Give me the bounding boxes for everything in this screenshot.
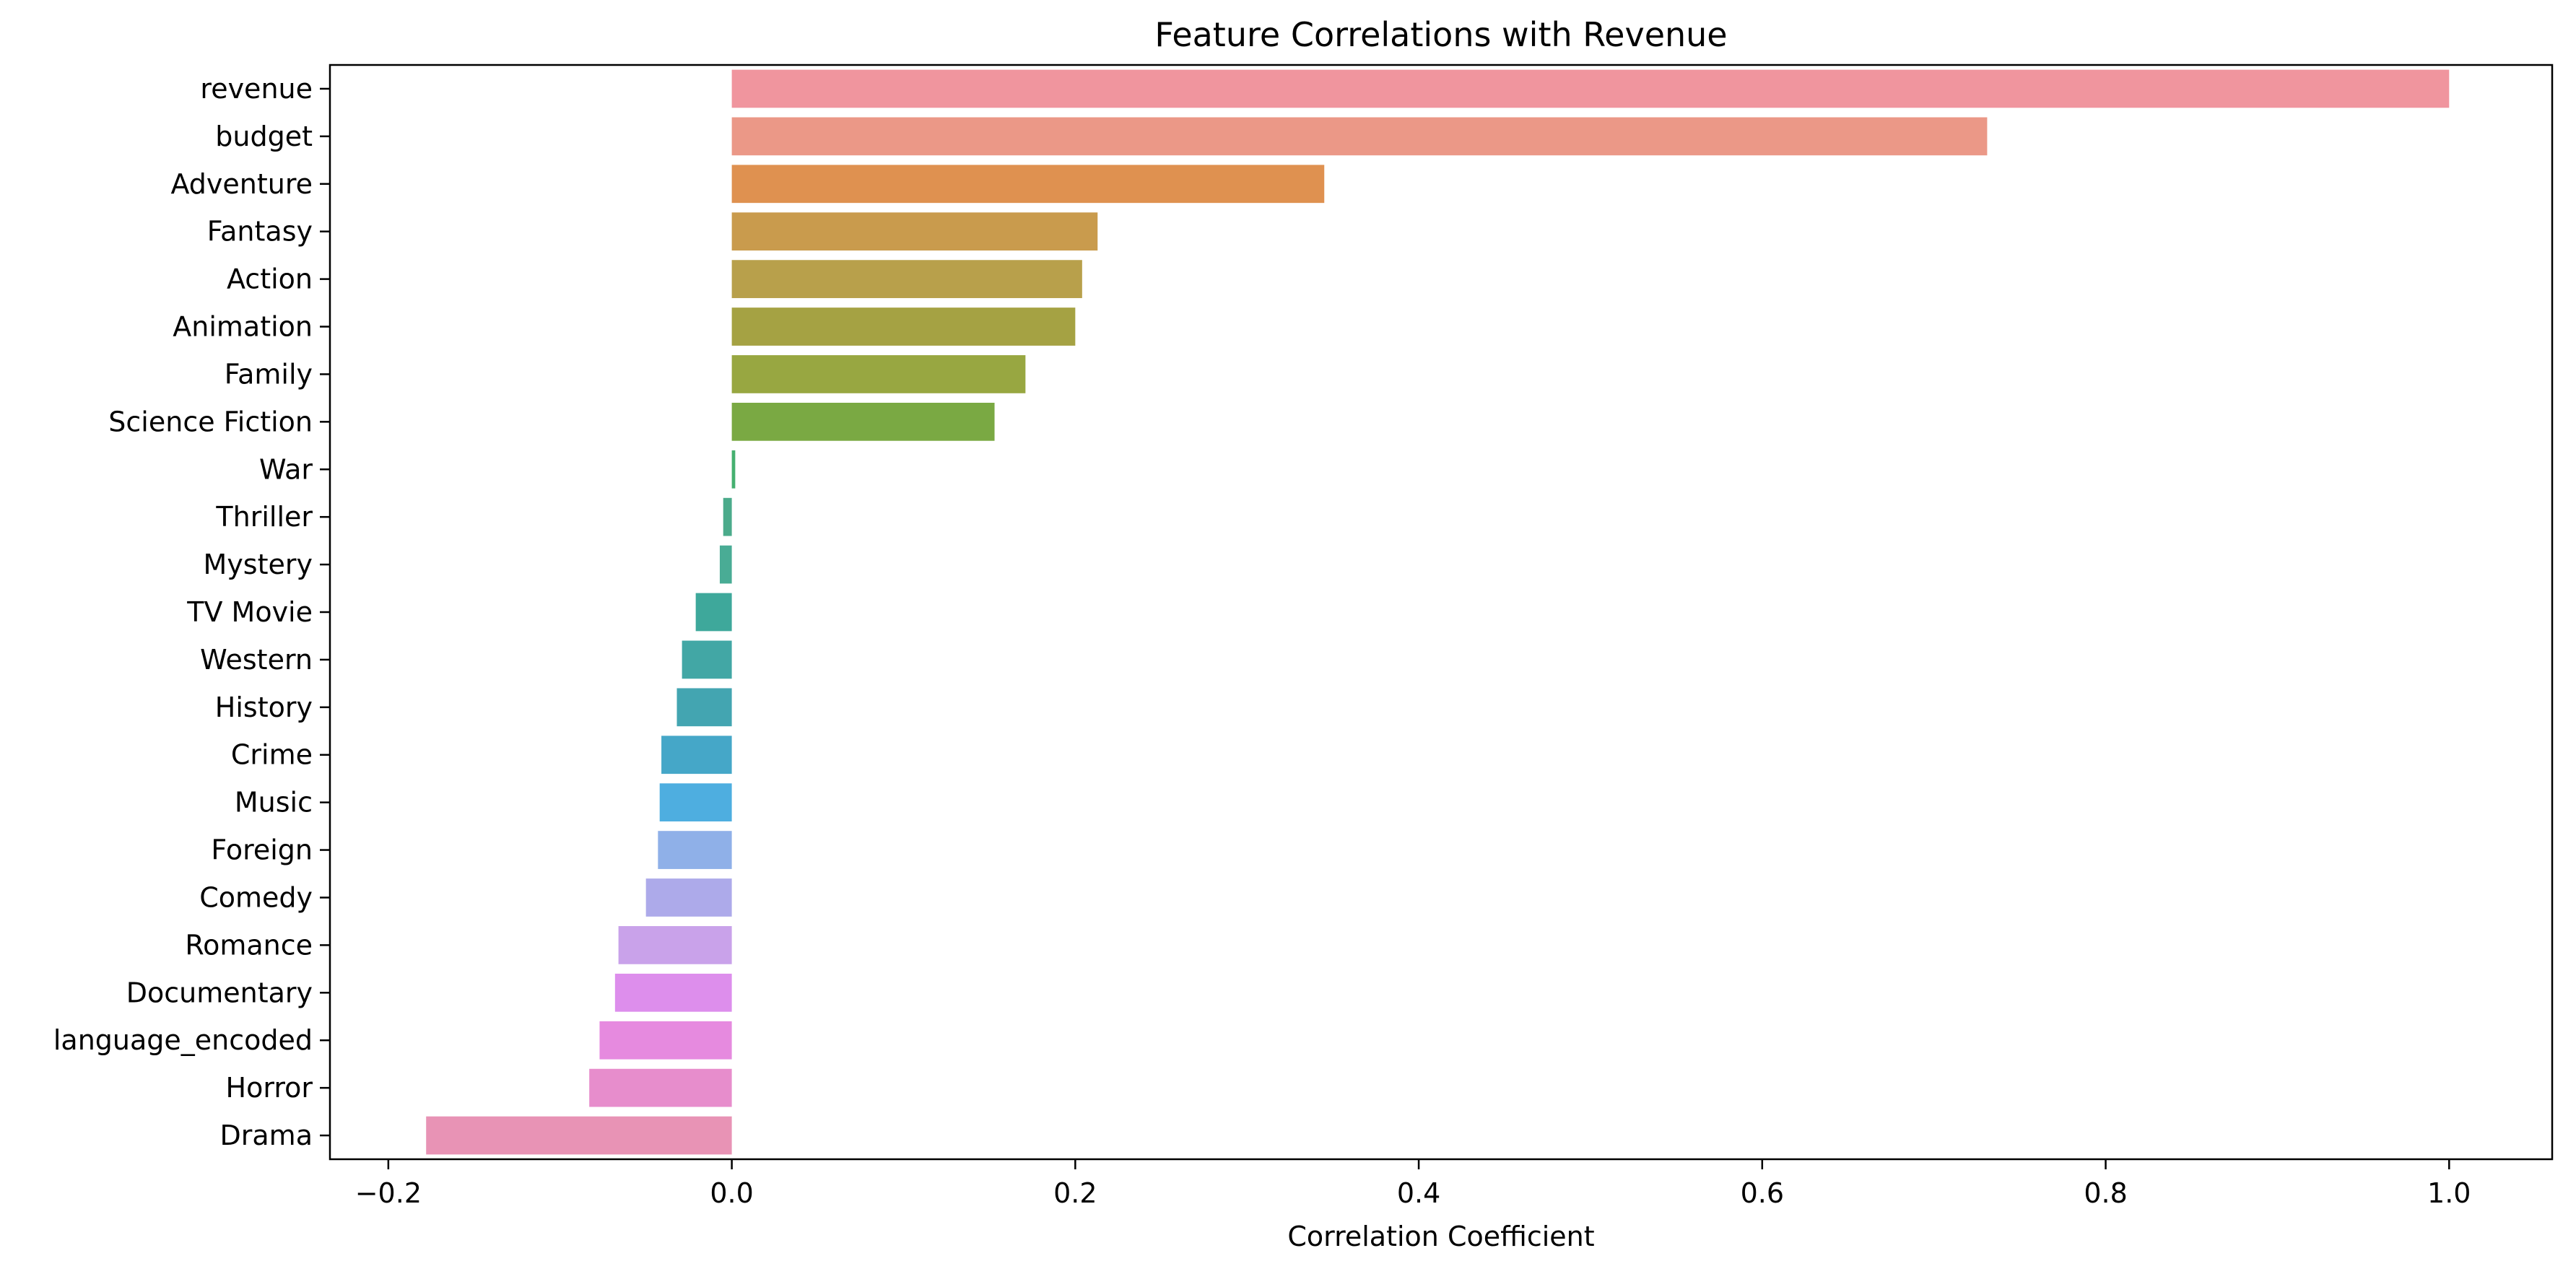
- bar-tv-movie: [695, 593, 732, 632]
- bar-science-fiction: [731, 402, 995, 441]
- bar-budget: [731, 117, 1988, 156]
- bar-music: [659, 783, 732, 822]
- y-tick-label: language_encoded: [53, 1024, 313, 1056]
- y-tick-label: Western: [200, 644, 313, 676]
- y-tick-label: Romance: [185, 929, 313, 961]
- x-tick-label: −0.2: [355, 1177, 422, 1209]
- bar-crime: [661, 736, 732, 775]
- y-tick-label: Fantasy: [207, 216, 313, 248]
- bar-action: [731, 260, 1082, 298]
- y-tick-label: Mystery: [204, 549, 313, 580]
- bar-animation: [731, 307, 1076, 346]
- y-tick-label: Family: [225, 358, 313, 390]
- bar-family: [731, 355, 1026, 393]
- y-tick-label: revenue: [200, 73, 313, 105]
- bars-layer: [426, 69, 2450, 1155]
- y-tick-label: Comedy: [199, 881, 313, 913]
- y-tick-label: Crime: [231, 739, 313, 771]
- x-tick-label: 1.0: [2427, 1177, 2471, 1209]
- bar-thriller: [723, 497, 732, 536]
- x-tick-label: 0.4: [1397, 1177, 1440, 1209]
- bar-romance: [618, 926, 732, 964]
- y-axis-ticks: revenue budget Adventure Fantasy Action Anima…: [53, 73, 330, 1151]
- bar-horror: [589, 1068, 732, 1107]
- y-tick-label: Thriller: [215, 501, 313, 533]
- bar-mystery: [719, 545, 732, 584]
- y-tick-label: budget: [215, 121, 313, 152]
- x-tick-label: 0.8: [2084, 1177, 2127, 1209]
- y-tick-label: Adventure: [170, 168, 313, 200]
- x-tick-label: 0.0: [710, 1177, 753, 1209]
- y-tick-label: Foreign: [211, 834, 313, 866]
- y-tick-label: Animation: [173, 311, 313, 343]
- x-axis-ticks: −0.2 0.0 0.2 0.4 0.6 0.8 1.0: [355, 1159, 2471, 1209]
- y-tick-label: Drama: [220, 1120, 313, 1151]
- y-tick-label: Action: [227, 263, 313, 295]
- bar-comedy: [645, 878, 732, 917]
- bar-drama: [426, 1116, 732, 1155]
- y-tick-label: Music: [235, 787, 313, 819]
- y-tick-label: Science Fiction: [108, 406, 313, 437]
- bar-western: [682, 640, 732, 679]
- x-tick-label: 0.6: [1741, 1177, 1784, 1209]
- y-tick-label: Horror: [226, 1072, 313, 1104]
- y-tick-label: War: [259, 453, 313, 485]
- bar-history: [676, 688, 732, 727]
- x-tick-label: 0.2: [1053, 1177, 1097, 1209]
- bar-foreign: [658, 831, 732, 869]
- bar-adventure: [731, 165, 1325, 204]
- bar-fantasy: [731, 212, 1098, 251]
- y-tick-label: Documentary: [126, 977, 313, 1008]
- y-tick-label: History: [215, 691, 313, 723]
- bar-revenue: [731, 69, 2450, 108]
- chart-title: Feature Correlations with Revenue: [1154, 15, 1727, 54]
- bar-documentary: [614, 973, 732, 1012]
- y-tick-label: TV Movie: [186, 596, 313, 628]
- x-axis-label: Correlation Coefficient: [1287, 1221, 1594, 1252]
- plot-area-frame: [328, 64, 2554, 1161]
- bar-language-encoded: [599, 1021, 732, 1060]
- bar-war: [731, 450, 736, 489]
